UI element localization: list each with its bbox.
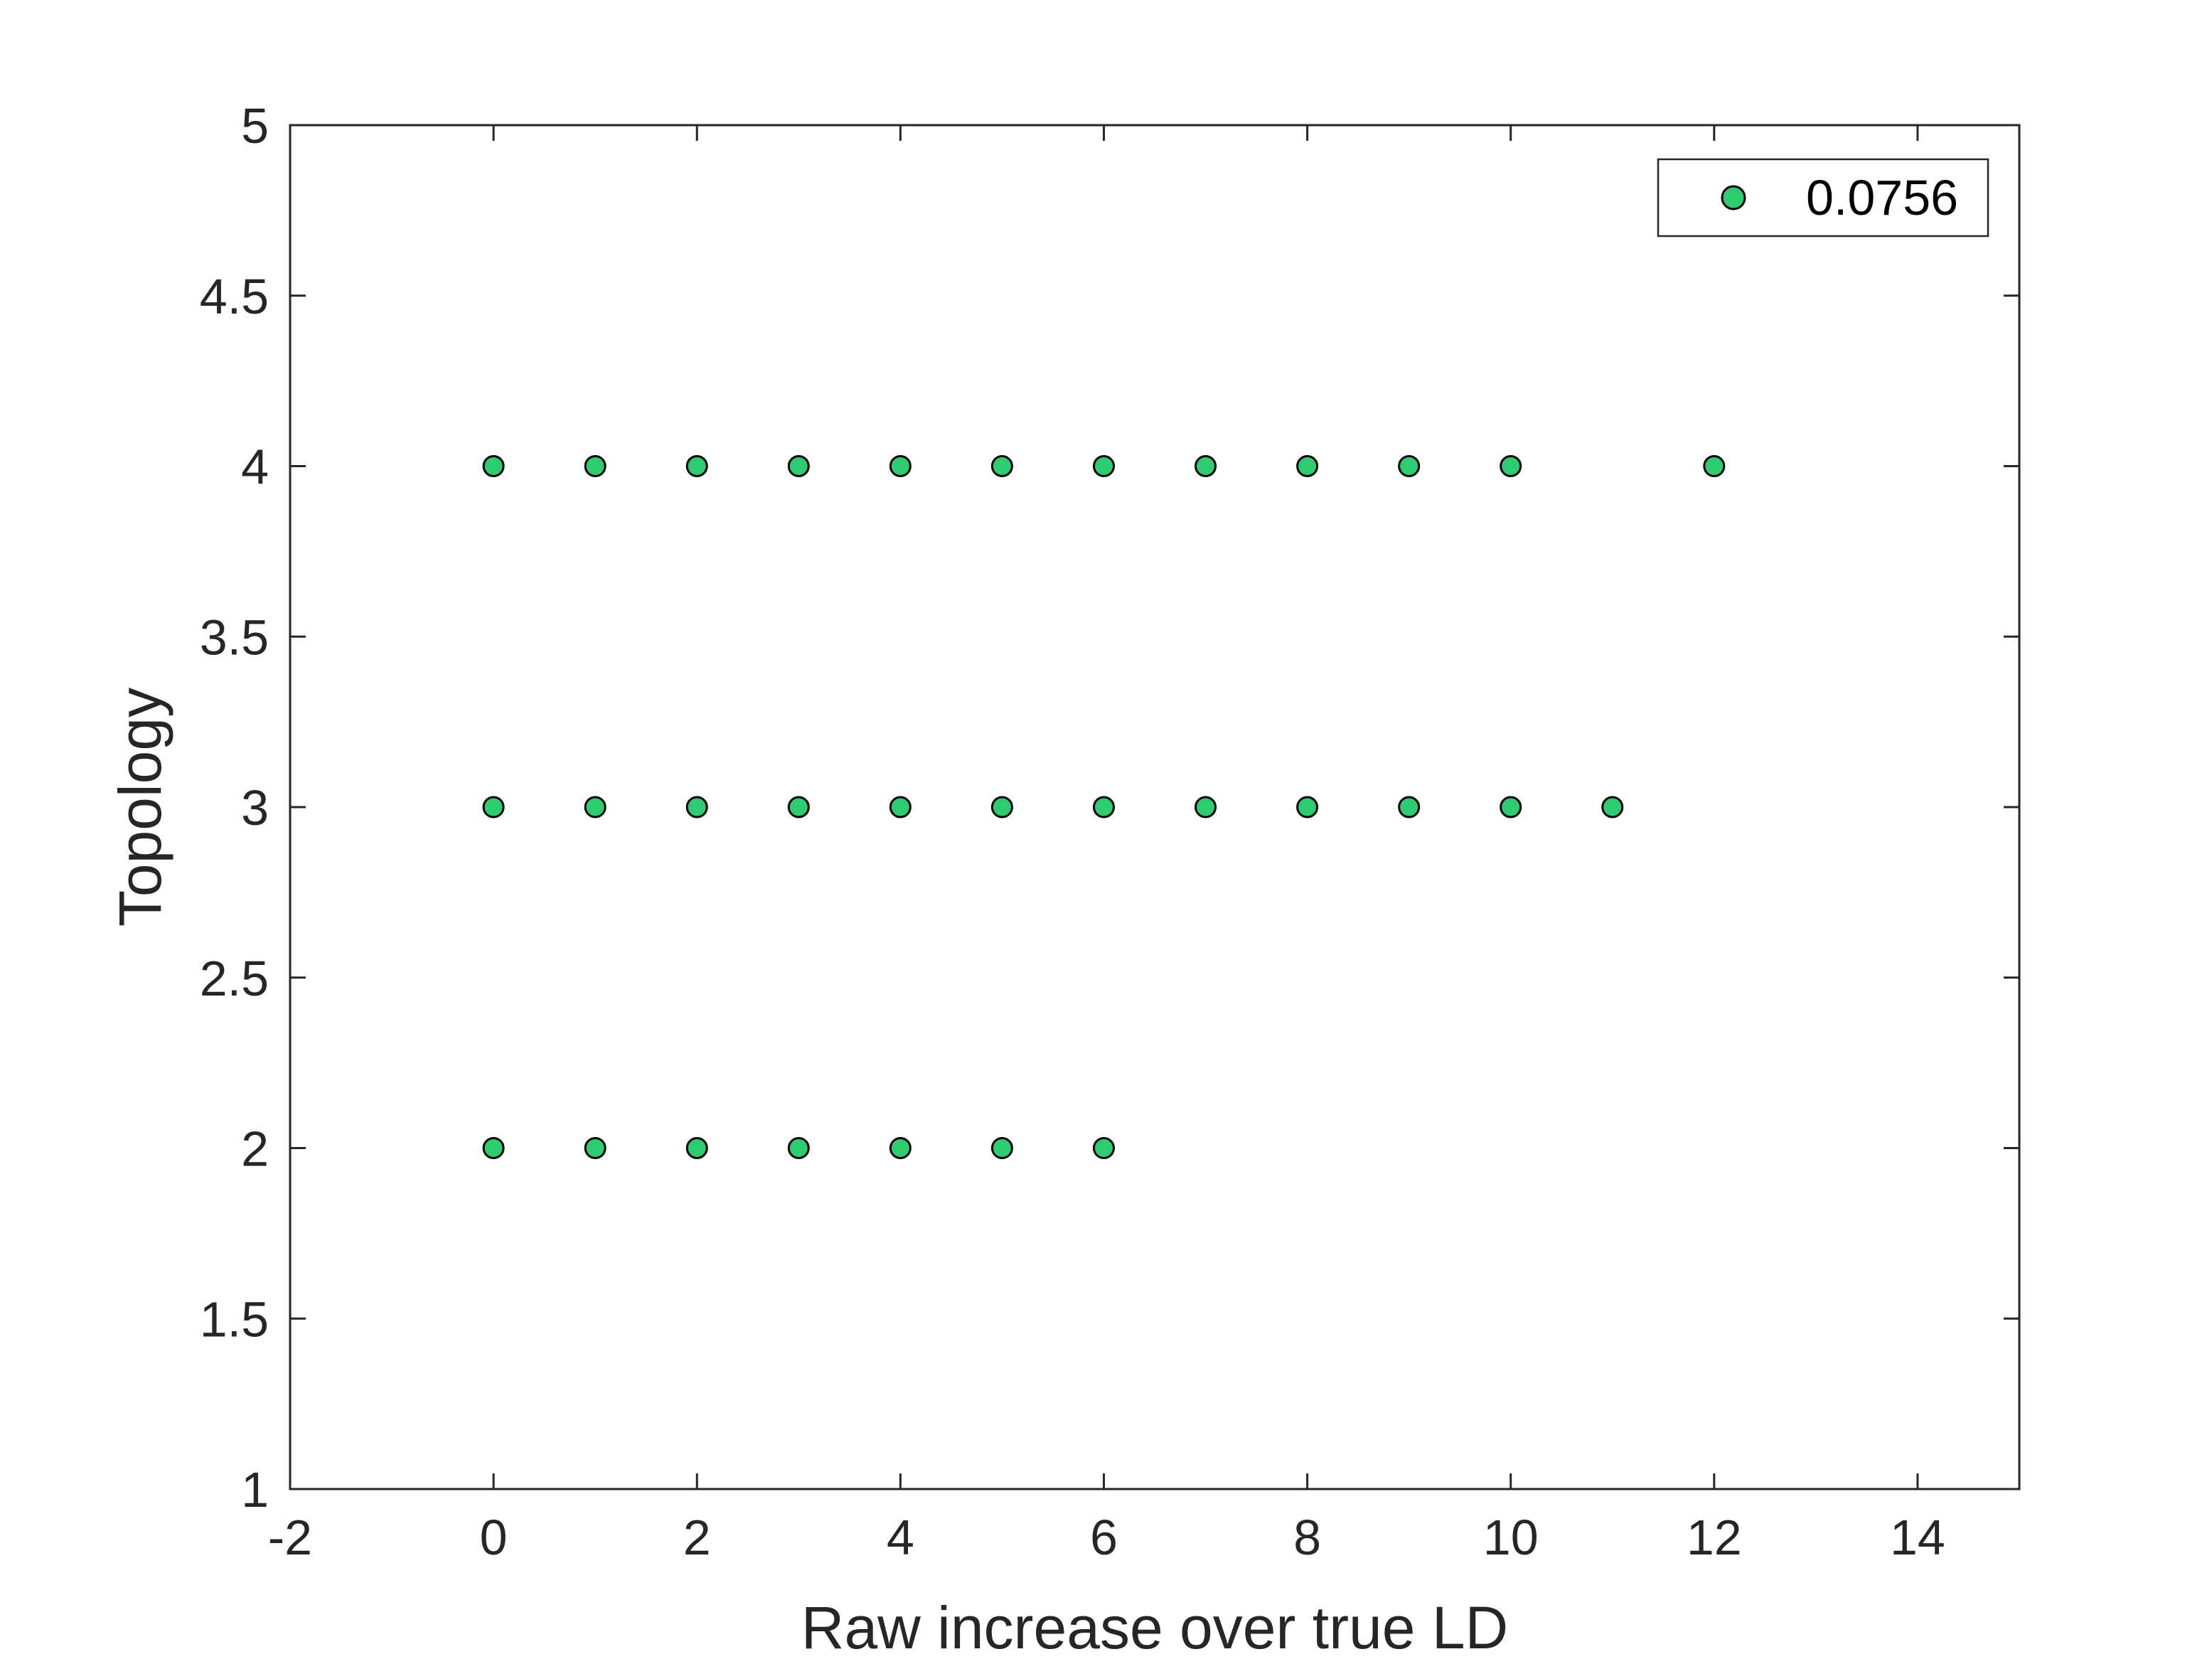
y-tick-label: 2.5	[200, 951, 269, 1006]
x-tick-label: 6	[1090, 1510, 1118, 1565]
x-tick-label: 2	[683, 1510, 711, 1565]
data-point	[889, 796, 912, 818]
x-tick-label: 14	[1890, 1510, 1945, 1565]
data-point	[482, 1137, 505, 1159]
data-point	[1398, 455, 1421, 477]
y-axis-ticks: 1 1.5 2 2.5 3 3.5 4 4.5 5	[200, 98, 2019, 1517]
x-tick-label: 4	[887, 1510, 914, 1565]
y-tick-label: 3.5	[200, 609, 269, 665]
plot-area	[289, 124, 2021, 1490]
data-point	[1296, 455, 1319, 477]
legend-box	[1657, 158, 1989, 238]
data-point	[685, 455, 708, 477]
data-point	[584, 796, 607, 818]
x-tick-label: -2	[268, 1510, 312, 1565]
data-point	[1195, 796, 1217, 818]
legend: 0.0756	[1657, 158, 1989, 238]
legend-marker	[1721, 185, 1746, 210]
x-tick-label: 12	[1687, 1510, 1742, 1565]
x-tick-label: 8	[1293, 1510, 1321, 1565]
data-point	[990, 796, 1013, 818]
data-point	[482, 455, 505, 477]
data-point	[787, 796, 810, 818]
data-point	[1601, 796, 1624, 818]
data-point	[787, 1137, 810, 1159]
y-tick-label: 1.5	[200, 1291, 269, 1347]
data-point	[1398, 796, 1421, 818]
data-point	[1500, 455, 1522, 477]
data-point	[482, 796, 505, 818]
data-point	[1500, 796, 1522, 818]
data-points	[482, 455, 1726, 1159]
y-tick-label: 3	[241, 780, 269, 836]
data-point	[1703, 455, 1726, 477]
data-point	[990, 455, 1013, 477]
data-point	[1296, 796, 1319, 818]
data-point	[1195, 455, 1217, 477]
y-tick-label: 2	[241, 1121, 269, 1177]
y-tick-label: 1	[241, 1462, 269, 1517]
data-point	[1092, 796, 1115, 818]
data-point	[584, 1137, 607, 1159]
x-tick-label: 10	[1483, 1510, 1539, 1565]
data-point	[584, 455, 607, 477]
data-point	[889, 455, 912, 477]
x-axis-label: Raw increase over true LD	[801, 1594, 1508, 1659]
data-point	[685, 796, 708, 818]
x-axis-ticks: -2 0 2 4 6 8 10 12 14	[268, 125, 1945, 1565]
data-point	[787, 455, 810, 477]
y-tick-label: 4.5	[200, 269, 269, 324]
legend-entry: 0.0756	[1806, 170, 1958, 225]
y-axis-label: Topology	[107, 688, 173, 927]
data-point	[1092, 455, 1115, 477]
data-point	[990, 1137, 1013, 1159]
y-tick-label: 4	[241, 439, 269, 495]
x-tick-label: 0	[480, 1510, 508, 1565]
data-point	[1092, 1137, 1115, 1159]
data-point	[889, 1137, 912, 1159]
data-point	[685, 1137, 708, 1159]
y-tick-label: 5	[241, 98, 269, 154]
